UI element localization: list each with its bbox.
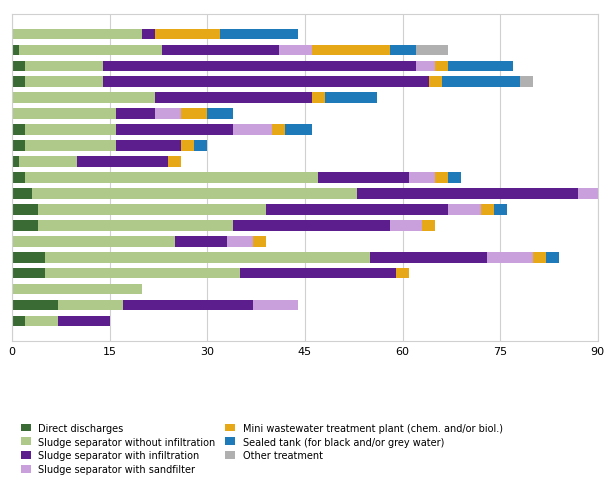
Bar: [12, 77, 25, 88]
Bar: [123, 301, 253, 311]
Bar: [12, 301, 58, 311]
Bar: [12, 316, 25, 327]
Bar: [435, 61, 448, 72]
Bar: [493, 205, 507, 215]
Bar: [546, 253, 559, 263]
Bar: [448, 173, 461, 183]
Bar: [390, 221, 422, 231]
Bar: [253, 237, 266, 247]
Bar: [422, 221, 435, 231]
Bar: [12, 285, 142, 295]
Bar: [156, 29, 220, 40]
Bar: [12, 205, 38, 215]
Bar: [390, 45, 415, 56]
Bar: [312, 93, 325, 103]
Bar: [103, 61, 415, 72]
Bar: [207, 109, 234, 120]
Bar: [442, 77, 520, 88]
Bar: [12, 141, 25, 151]
Bar: [12, 253, 45, 263]
Bar: [220, 29, 298, 40]
Bar: [45, 253, 370, 263]
Bar: [77, 157, 168, 167]
Bar: [12, 189, 32, 199]
Bar: [25, 125, 117, 136]
Bar: [156, 93, 312, 103]
Bar: [32, 189, 357, 199]
Bar: [448, 205, 481, 215]
Bar: [12, 125, 25, 136]
Bar: [487, 253, 533, 263]
Bar: [25, 77, 103, 88]
Bar: [58, 301, 123, 311]
Bar: [38, 205, 266, 215]
Bar: [12, 29, 142, 40]
Bar: [12, 93, 156, 103]
Bar: [195, 141, 207, 151]
Bar: [253, 301, 298, 311]
Bar: [25, 61, 103, 72]
Bar: [162, 45, 279, 56]
Bar: [396, 268, 409, 279]
Bar: [520, 77, 533, 88]
Bar: [370, 253, 487, 263]
Bar: [415, 61, 435, 72]
Bar: [481, 205, 493, 215]
Bar: [325, 93, 376, 103]
Legend: Direct discharges, Sludge separator without infiltration, Sludge separator with : Direct discharges, Sludge separator with…: [17, 419, 507, 478]
Bar: [12, 157, 19, 167]
Bar: [181, 141, 195, 151]
Bar: [435, 173, 448, 183]
Bar: [117, 141, 181, 151]
Bar: [38, 221, 234, 231]
Bar: [117, 109, 156, 120]
Bar: [357, 189, 578, 199]
Bar: [448, 61, 513, 72]
Bar: [168, 157, 181, 167]
Bar: [25, 316, 58, 327]
Bar: [266, 205, 448, 215]
Bar: [12, 237, 175, 247]
Bar: [234, 125, 273, 136]
Bar: [25, 141, 117, 151]
Bar: [234, 221, 390, 231]
Bar: [58, 316, 110, 327]
Bar: [285, 125, 312, 136]
Bar: [12, 221, 38, 231]
Bar: [240, 268, 396, 279]
Bar: [227, 237, 253, 247]
Bar: [12, 109, 117, 120]
Bar: [312, 45, 390, 56]
Bar: [45, 268, 240, 279]
Bar: [12, 45, 19, 56]
Bar: [103, 77, 429, 88]
Bar: [156, 109, 181, 120]
Bar: [533, 253, 546, 263]
Bar: [117, 125, 234, 136]
Bar: [279, 45, 312, 56]
Bar: [409, 173, 435, 183]
Bar: [273, 125, 285, 136]
Bar: [175, 237, 227, 247]
Bar: [12, 173, 25, 183]
Bar: [181, 109, 207, 120]
Bar: [578, 189, 610, 199]
Bar: [19, 45, 162, 56]
Bar: [318, 173, 409, 183]
Bar: [429, 77, 442, 88]
Bar: [25, 173, 318, 183]
Bar: [12, 268, 45, 279]
Bar: [415, 45, 448, 56]
Bar: [142, 29, 156, 40]
Bar: [12, 61, 25, 72]
Bar: [19, 157, 77, 167]
